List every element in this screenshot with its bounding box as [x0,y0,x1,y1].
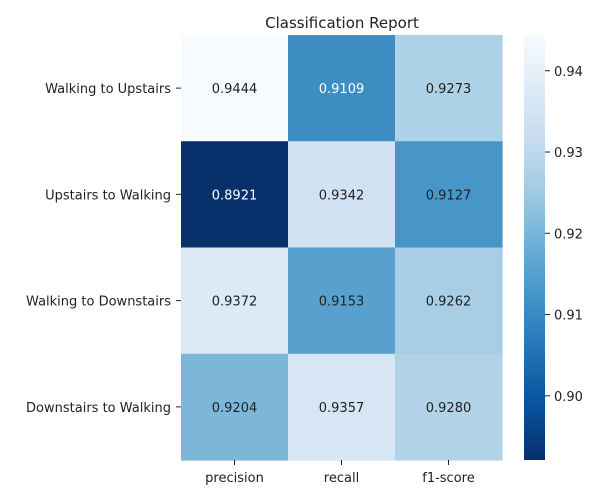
cell-value-label: 0.9273 [426,82,472,97]
colorbar-tick-label: 0.92 [554,227,583,242]
heatmap-cell [395,141,503,249]
heatmap-cell [181,141,289,249]
cell-value-label: 0.9280 [426,401,472,416]
cell-value-label: 0.9342 [319,188,365,203]
heatmap-cells: 0.9444 0.9109 0.9273 0.8921 0.9342 0.9127 0.93… [181,35,503,461]
colorbar-tick-label: 0.91 [554,309,583,324]
cell-value-label: 0.9262 [426,295,472,310]
heatmap-cell [395,247,503,355]
heatmap-cell [395,353,503,461]
heatmap-cell [288,247,396,355]
row-label: Walking to Downstairs [26,295,171,310]
colorbar-tick-label: 0.90 [554,390,583,405]
heatmap-cell [288,141,396,249]
heatmap-cell [181,247,289,355]
cell-value-label: 0.9357 [319,401,365,416]
heatmap-cell [395,35,503,142]
cell-value-label: 0.9444 [212,82,258,97]
chart-title: Classification Report [265,14,419,32]
cell-value-label: 0.8921 [212,188,258,203]
colorbar-tick-label: 0.94 [554,65,583,80]
cell-value-label: 0.9372 [212,295,258,310]
cell-value-label: 0.9153 [319,295,365,310]
row-labels: Walking to Upstairs Upstairs to Walking Wa… [26,82,181,416]
column-label: recall [324,471,359,486]
row-label: Walking to Upstairs [45,82,171,97]
cell-value-label: 0.9109 [319,82,365,97]
column-label: precision [205,471,264,486]
row-label: Upstairs to Walking [45,188,171,203]
colorbar-tick-label: 0.93 [554,146,583,161]
heatmap-cell [288,35,396,142]
row-label: Downstairs to Walking [26,401,171,416]
heatmap-cell [288,353,396,461]
column-label: f1-score [422,471,474,486]
cell-value-label: 0.9127 [426,188,472,203]
heatmap-cell [181,35,289,142]
colorbar: 0.90 0.91 0.92 0.93 0.94 [524,35,583,460]
heatmap-cell [181,353,289,461]
column-labels: precision recall f1-score [205,460,475,486]
colorbar-ticks: 0.90 0.91 0.92 0.93 0.94 [545,65,583,405]
colorbar-gradient [524,35,545,460]
cell-value-label: 0.9204 [212,401,258,416]
